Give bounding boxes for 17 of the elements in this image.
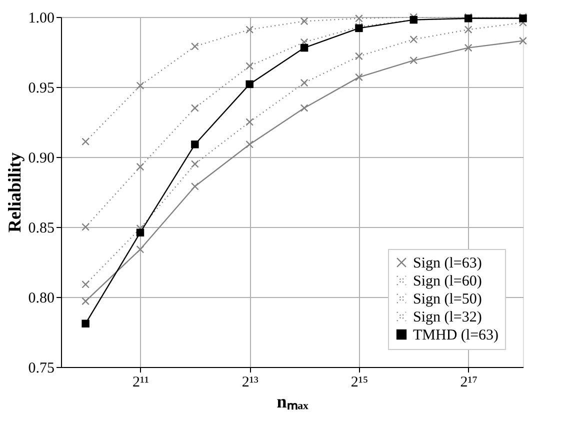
- y-tick-label: 0.80: [28, 290, 54, 306]
- legend-label: TMHD (l=63): [413, 328, 499, 344]
- legend-label: Sign (l=60): [413, 274, 482, 290]
- x-tick-label: 2¹⁷: [460, 374, 478, 390]
- x-tick-label: 2¹¹: [132, 374, 149, 390]
- y-tick-label: 0.85: [28, 220, 54, 236]
- y-tick-label: 0.90: [28, 150, 54, 166]
- y-tick-label: 0.75: [28, 360, 54, 376]
- legend-label: Sign (l=50): [413, 292, 482, 308]
- legend-label: Sign (l=63): [413, 256, 482, 272]
- y-tick-label: 0.95: [28, 80, 54, 96]
- y-axis-title: Reliability: [4, 152, 24, 232]
- x-axis-title: nₘₐₓ: [276, 392, 310, 412]
- y-tick-label: 1.00: [28, 10, 54, 26]
- x-tick-label: 2¹⁵: [350, 374, 368, 390]
- x-tick-label: 2¹³: [242, 374, 259, 390]
- legend-label: Sign (l=32): [413, 310, 482, 326]
